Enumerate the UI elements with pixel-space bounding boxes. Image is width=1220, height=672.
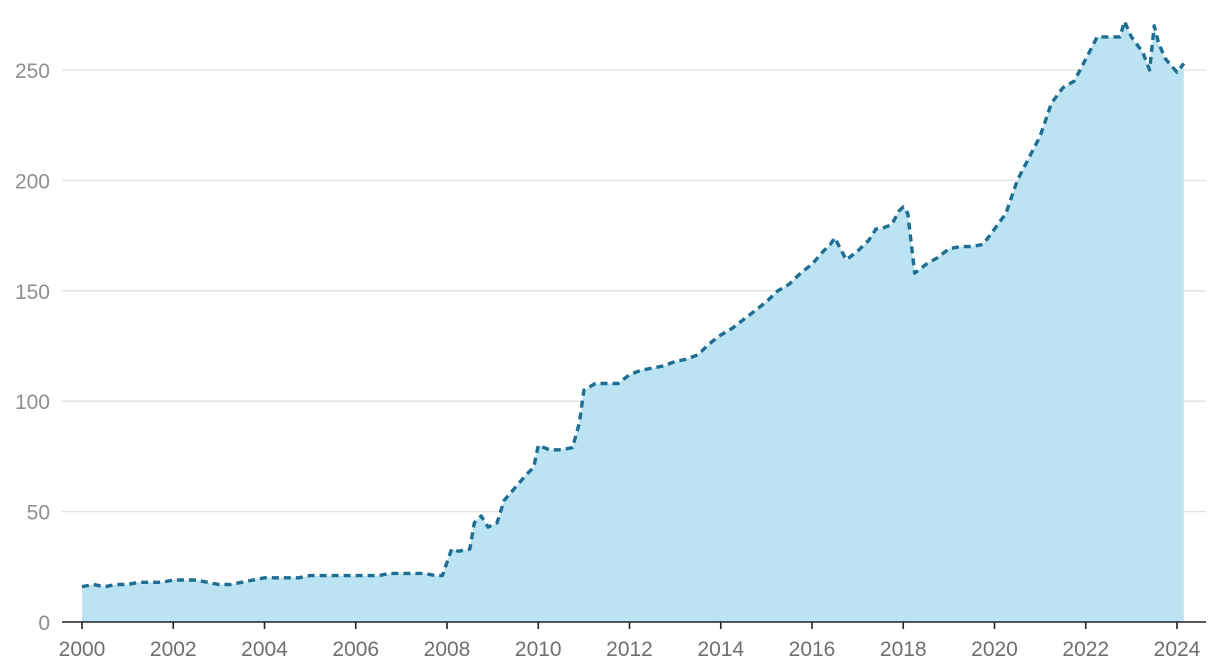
x-tick-label: 2018 <box>880 638 927 661</box>
x-tick-label: 2024 <box>1154 638 1201 661</box>
x-axis <box>62 621 1206 629</box>
series-area-group <box>82 21 1184 622</box>
x-tick-label: 2004 <box>241 638 288 661</box>
x-tick-label: 2022 <box>1062 638 1109 661</box>
x-tick-label: 2012 <box>606 638 653 661</box>
y-tick-label: 250 <box>15 60 50 83</box>
x-tick-label: 2016 <box>789 638 836 661</box>
x-tick-label: 2010 <box>515 638 562 661</box>
series-line-group <box>81 19 1186 589</box>
x-tick-label: 2014 <box>697 638 744 661</box>
y-tick-label: 150 <box>15 281 50 304</box>
y-tick-label: 200 <box>15 170 50 193</box>
x-axis-tick-labels: 2000 2002 2004 2006 2008 2010 2012 2014 2016 2018… <box>59 638 1201 661</box>
series-area <box>82 21 1184 622</box>
series-line <box>81 19 1186 589</box>
x-tick-label: 2008 <box>424 638 471 661</box>
x-tick-label: 2002 <box>150 638 197 661</box>
x-tick-label: 2006 <box>332 638 379 661</box>
x-tick-label: 2020 <box>971 638 1018 661</box>
y-axis-tick-labels: 0 50 100 150 200 250 <box>15 60 50 635</box>
x-tick-label: 2000 <box>59 638 106 661</box>
y-tick-label: 50 <box>27 502 50 525</box>
y-tick-label: 0 <box>38 612 50 635</box>
y-tick-label: 100 <box>15 391 50 414</box>
